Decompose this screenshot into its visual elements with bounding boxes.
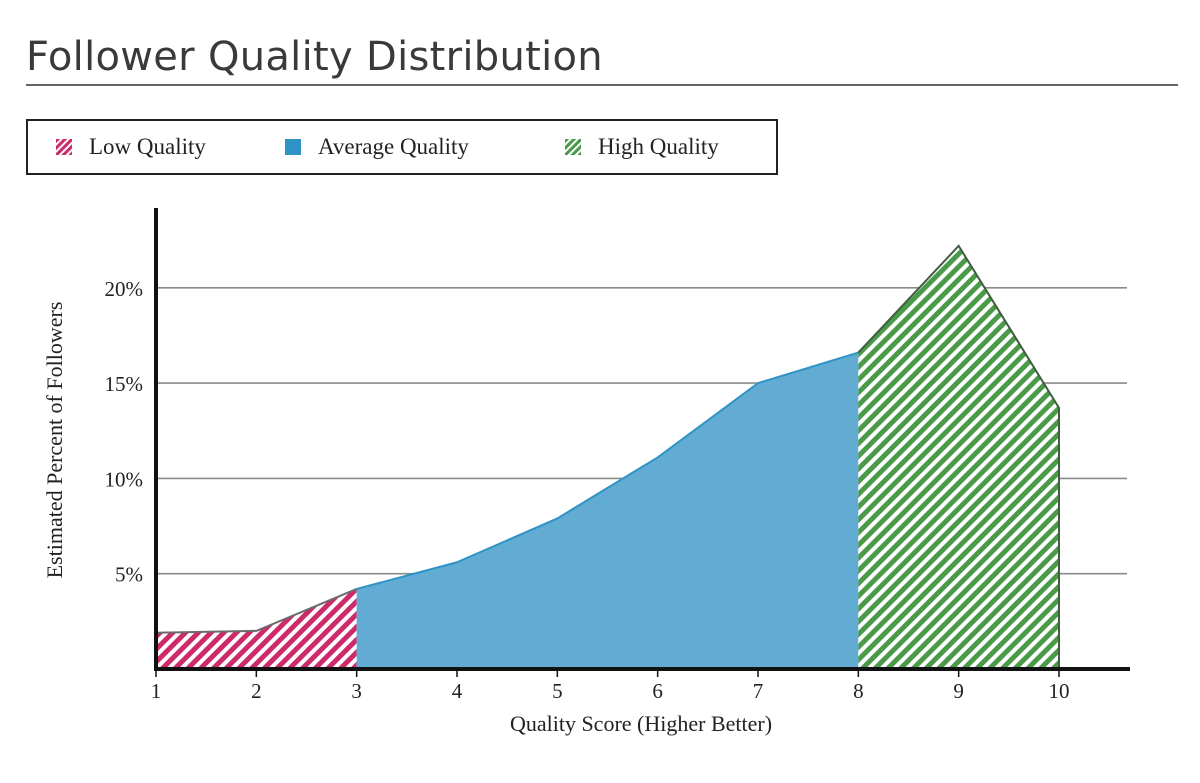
x-tick-label: 7 (753, 679, 764, 703)
area-segment-average-quality (356, 352, 859, 669)
x-axis-title: Quality Score (Higher Better) (510, 711, 772, 736)
y-tick-label: 5% (115, 563, 143, 587)
x-tick-label: 4 (452, 679, 463, 703)
y-tick-label: 20% (105, 277, 144, 301)
y-axis-title: Estimated Percent of Followers (42, 302, 67, 579)
legend-swatch-average-quality (285, 139, 301, 155)
page-title: Follower Quality Distribution (26, 34, 603, 80)
legend-label-high-quality: High Quality (598, 134, 719, 159)
legend-swatch-low-quality (56, 139, 72, 155)
x-tick-label: 9 (953, 679, 964, 703)
x-tick-label: 3 (351, 679, 362, 703)
x-tick-label: 2 (251, 679, 262, 703)
y-tick-label: 15% (105, 372, 144, 396)
area-outline-high-quality (857, 244, 1060, 669)
legend-swatch-high-quality (565, 139, 581, 155)
legend-item-low-quality: Low Quality (56, 121, 206, 173)
legend-item-high-quality: High Quality (565, 121, 719, 173)
area-segments (155, 244, 1060, 670)
axes (154, 208, 1130, 677)
area-outline-low-quality (155, 588, 358, 634)
chart-legend: Low Quality Average Quality High Quality (26, 119, 778, 175)
area-outline-average-quality (356, 351, 859, 590)
legend-label-average-quality: Average Quality (318, 134, 469, 159)
area-segment-low-quality (156, 588, 357, 669)
legend-label-low-quality: Low Quality (89, 134, 206, 159)
axis-labels: 5% 10% 15% 20% 1 2 3 4 5 6 7 8 9 10 Quality Score (Hig… (42, 277, 1070, 736)
x-tick-label: 8 (853, 679, 864, 703)
legend-item-average-quality: Average Quality (285, 121, 469, 173)
area-segment-high-quality (858, 245, 1059, 670)
x-tick-label: 5 (552, 679, 563, 703)
x-tick-label: 10 (1049, 679, 1070, 703)
title-divider (26, 84, 1178, 86)
y-tick-label: 10% (105, 467, 144, 491)
x-tick-label: 6 (652, 679, 663, 703)
x-tick-label: 1 (151, 679, 162, 703)
